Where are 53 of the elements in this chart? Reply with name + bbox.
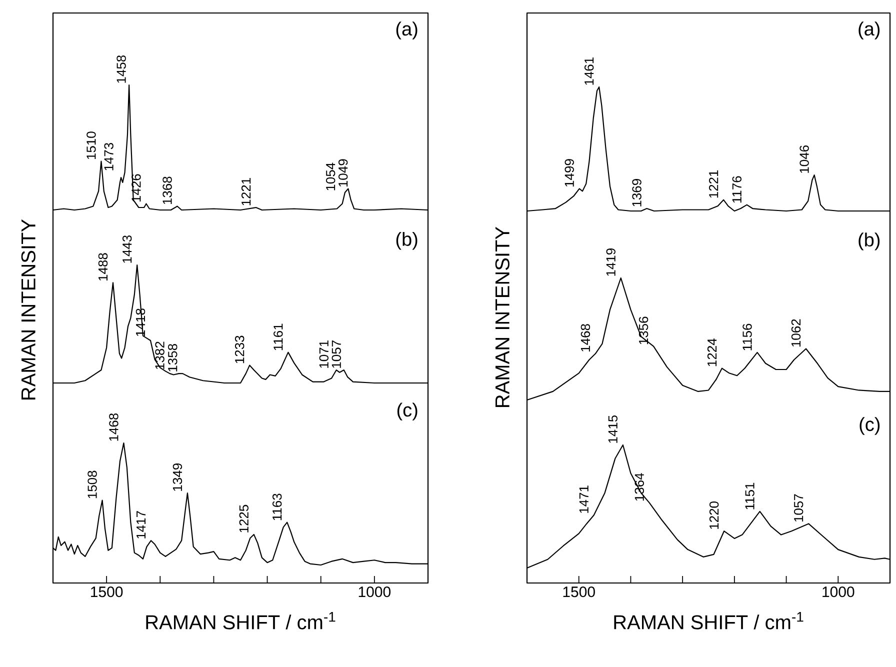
text: (c) [397, 402, 418, 420]
x-axis-title: RAMAN SHIFT / cm$^{-1}$ [614, 612, 804, 630]
annotation: 1510 [86, 132, 96, 160]
annotation: 1488 [98, 253, 108, 281]
annotation: 1364 [634, 473, 644, 501]
annotation: 1220 [709, 501, 719, 529]
y-axis-title: RAMAN INTENSITY [21, 219, 36, 400]
annotation: 1046 [800, 145, 809, 173]
annotation: 1443 [122, 235, 132, 263]
annotation: 1233 [235, 336, 244, 364]
text: (a) [858, 22, 880, 40]
text: (c) [860, 417, 880, 435]
annotation: 1468 [109, 413, 118, 441]
annotation: 1049 [338, 159, 348, 187]
annotation: 1468 [580, 324, 590, 352]
annotation: 1221 [241, 178, 251, 206]
annotation: 1419 [606, 248, 616, 276]
annotation: 1369 [632, 179, 642, 206]
y-axis-title: RAMAN INTENSITY [495, 226, 510, 407]
annotation: 1471 [579, 486, 588, 513]
text: (b) [858, 232, 880, 250]
text: (a) [396, 22, 418, 40]
x-tick-label: 1000 [358, 586, 391, 598]
annotation: 1356 [638, 316, 648, 344]
x-tick-label: 1500 [563, 586, 595, 598]
annotation: 1071 [319, 340, 328, 368]
annotation: 1382 [155, 342, 164, 370]
annotation: 1473 [104, 142, 114, 170]
annotation: 1458 [116, 55, 126, 83]
annotation: 1349 [172, 464, 182, 491]
annotation: 1225 [239, 504, 248, 532]
annotation: 1417 [136, 511, 146, 538]
text: (b) [396, 232, 418, 250]
annotation: 1057 [332, 340, 341, 368]
annotation: 1508 [88, 470, 97, 498]
annotation: 1062 [791, 319, 801, 347]
annotation: 1224 [707, 338, 717, 366]
annotation: 1163 [272, 494, 282, 520]
annotation: 1057 [794, 494, 804, 522]
annotation: 1151 [745, 482, 754, 510]
annotation: 1499 [564, 159, 574, 186]
annotation: 1221 [709, 170, 718, 198]
annotation: 1176 [732, 176, 742, 203]
annotation: 1461 [584, 58, 594, 85]
x-tick-label: 1000 [822, 586, 854, 598]
x-tick-label: 1500 [91, 586, 123, 598]
annotation: 1415 [608, 415, 618, 443]
annotation: 1156 [742, 324, 752, 350]
x-axis-title: RAMAN SHIFT / cm$^{-1}$ [146, 612, 336, 630]
annotation: 1161 [274, 324, 283, 350]
annotation: 1054 [326, 162, 336, 190]
annotation: 1358 [168, 344, 178, 372]
annotation: 1368 [162, 176, 172, 204]
